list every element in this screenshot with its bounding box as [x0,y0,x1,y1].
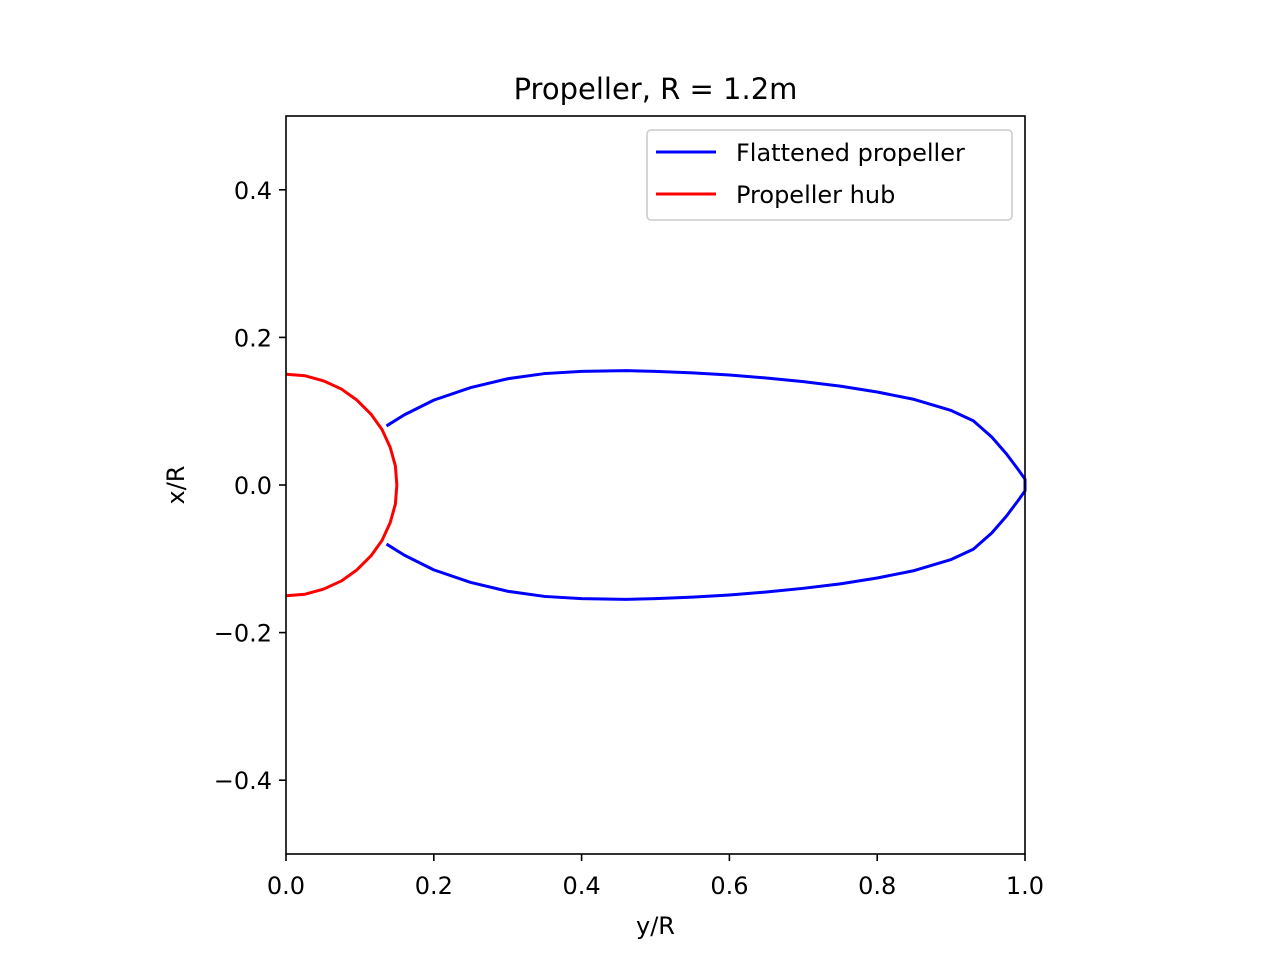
legend-label-propeller-hub: Propeller hub [736,181,895,209]
chart-title: Propeller, R = 1.2m [514,72,798,106]
legend-label-flattened-propeller: Flattened propeller [736,139,965,167]
y-tick-label: −0.2 [214,620,272,648]
x-axis: 0.0 0.2 0.4 0.6 0.8 1.0 [267,854,1044,900]
x-axis-title: y/R [636,912,675,940]
x-tick-label: 1.0 [1006,872,1044,900]
legend-box [646,129,1013,221]
x-tick-label: 0.6 [710,872,748,900]
y-tick-label: −0.4 [214,767,272,795]
y-tick-label: 0.0 [234,472,272,500]
x-tick-label: 0.4 [563,872,601,900]
y-axis-title: x/R [162,466,190,505]
y-tick-label: 0.4 [234,177,272,205]
x-tick-label: 0.8 [858,872,896,900]
legend: Flattened propeller Propeller hub [646,129,1013,221]
y-tick-label: 0.2 [234,324,272,352]
y-axis: −0.4 −0.2 0.0 0.2 0.4 [214,177,286,795]
x-tick-label: 0.0 [267,872,305,900]
x-tick-label: 0.2 [415,872,453,900]
series-line-propeller-hub [285,372,399,598]
